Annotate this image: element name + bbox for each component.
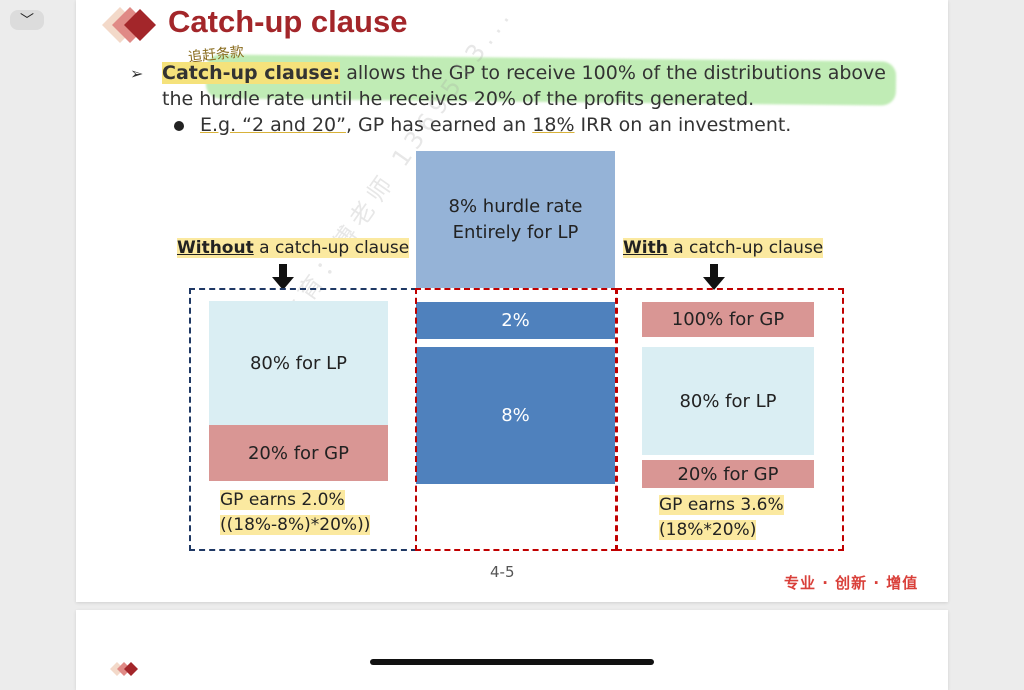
right-gp-earnings: GP earns 3.6% (18%*20%) — [659, 495, 784, 540]
middle-frame — [415, 288, 617, 551]
left-gp-earnings: GP earns 2.0% ((18%-8%)*20%)) — [220, 490, 371, 535]
right-gp-20-block: 20% for GP — [642, 460, 814, 488]
home-indicator[interactable] — [370, 659, 654, 665]
eight-percent-block: 8% — [416, 347, 615, 484]
bullet-catchup-line1: Catch-up clause: allows the GP to receiv… — [162, 62, 886, 84]
page-title: Catch-up clause — [168, 4, 408, 39]
next-slide-page[interactable] — [76, 610, 948, 690]
hurdle-rate-block: 8% hurdle rate Entirely for LP — [416, 151, 615, 288]
without-catchup-label: Without a catch-up clause — [177, 238, 410, 258]
bullet-example: E.g. “2 and 20”, GP has earned an 18% IR… — [200, 114, 792, 136]
right-gp-100-block: 100% for GP — [642, 302, 814, 337]
chevron-down-icon: ﹀ — [20, 13, 34, 29]
brand-tagline: 专业 · 创新 · 增值 — [784, 574, 919, 592]
two-percent-block: 2% — [416, 302, 615, 339]
bullet-catchup-line2: the hurdle rate until he receives 20% of… — [162, 88, 755, 110]
dot-bullet-icon — [174, 121, 184, 131]
with-catchup-frame — [616, 288, 844, 551]
diamond-logo-icon — [110, 662, 138, 676]
diamond-logo-icon — [102, 7, 156, 43]
term-catchup: Catch-up clause: — [162, 62, 341, 84]
slide-page: Catch-up clause 追赶条款 ➢ Catch-up clause: … — [76, 0, 948, 602]
page-number: 4-5 — [490, 563, 515, 581]
left-lp-block: 80% for LP — [209, 301, 388, 425]
with-catchup-label: With a catch-up clause — [623, 238, 824, 258]
down-arrow-icon — [703, 264, 725, 290]
left-gp-block: 20% for GP — [209, 425, 388, 481]
collapse-button[interactable]: ﹀ — [10, 10, 44, 30]
down-arrow-icon — [272, 264, 294, 290]
right-lp-block: 80% for LP — [642, 347, 814, 455]
arrow-bullet-icon: ➢ — [130, 64, 144, 83]
